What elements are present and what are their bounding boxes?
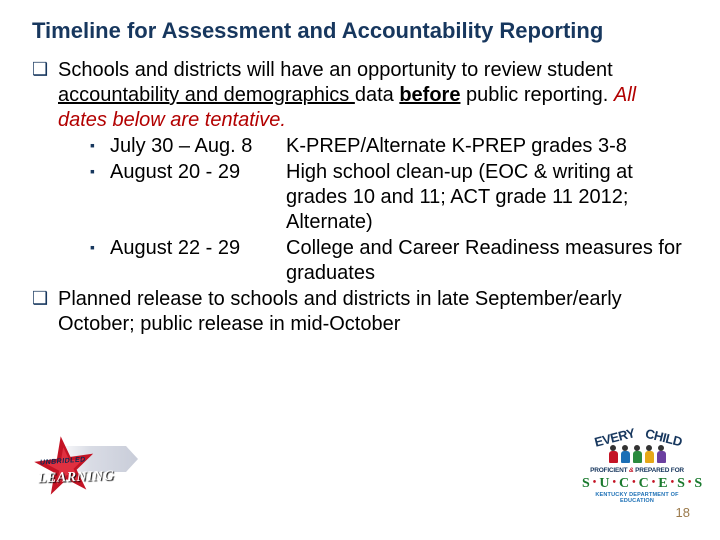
every-child-success-logo: EVERY CHILD PROFICIENT & PREPARED FOR S•… bbox=[582, 426, 692, 504]
sub-bullet-1: ▪ July 30 – Aug. 8 K-PREP/Alternate K-PR… bbox=[90, 134, 688, 159]
logo-tagline: PROFICIENT & PREPARED FOR bbox=[582, 467, 692, 474]
bullet-marker: ❑ bbox=[32, 287, 58, 337]
page-number: 18 bbox=[676, 505, 690, 520]
sub2-desc: High school clean-up (EOC & writing at g… bbox=[286, 160, 688, 235]
kid-icon bbox=[632, 445, 643, 465]
tagline-prepared: PREPARED FOR bbox=[635, 467, 684, 474]
b1-mid2: public reporting. bbox=[460, 84, 613, 106]
bullet-2: ❑ Planned release to schools and distric… bbox=[32, 287, 688, 337]
logo-arc: EVERY CHILD bbox=[582, 426, 692, 470]
logo-success: S•U•C•C•E•S•S bbox=[582, 476, 692, 492]
kid-icon bbox=[656, 445, 667, 465]
sub2-range: August 20 - 29 bbox=[110, 160, 286, 235]
sub-marker: ▪ bbox=[90, 160, 110, 235]
sub3-range: August 22 - 29 bbox=[110, 236, 286, 286]
sub-marker: ▪ bbox=[90, 134, 110, 159]
sub1-desc: K-PREP/Alternate K-PREP grades 3-8 bbox=[286, 134, 688, 159]
b1-mid1: data bbox=[355, 84, 399, 106]
bullet-2-text: Planned release to schools and districts… bbox=[58, 287, 688, 337]
slide-title: Timeline for Assessment and Accountabili… bbox=[32, 18, 688, 44]
tagline-proficient: PROFICIENT bbox=[590, 467, 627, 474]
kid-icon bbox=[644, 445, 655, 465]
unbridled-learning-logo: UNBRIDLED LEARNING bbox=[34, 432, 144, 506]
bullet-marker: ❑ bbox=[32, 58, 58, 133]
sub3-desc: College and Career Readiness measures fo… bbox=[286, 236, 688, 286]
logo-dept: KENTUCKY DEPARTMENT OF EDUCATION bbox=[582, 492, 692, 504]
bullet-1: ❑ Schools and districts will have an opp… bbox=[32, 58, 688, 133]
sub-marker: ▪ bbox=[90, 236, 110, 286]
kids-icon bbox=[582, 445, 692, 465]
kid-icon bbox=[620, 445, 631, 465]
slide-body: ❑ Schools and districts will have an opp… bbox=[32, 58, 688, 337]
b1-bu: before bbox=[399, 84, 460, 106]
kid-icon bbox=[608, 445, 619, 465]
sub-bullet-3: ▪ August 22 - 29 College and Career Read… bbox=[90, 236, 688, 286]
bullet-1-text: Schools and districts will have an oppor… bbox=[58, 58, 688, 133]
sub-bullet-list: ▪ July 30 – Aug. 8 K-PREP/Alternate K-PR… bbox=[32, 134, 688, 286]
sub-bullet-2: ▪ August 20 - 29 High school clean-up (E… bbox=[90, 160, 688, 235]
sub1-range: July 30 – Aug. 8 bbox=[110, 134, 286, 159]
tagline-amp: & bbox=[627, 467, 635, 474]
slide-container: Timeline for Assessment and Accountabili… bbox=[0, 0, 720, 540]
b1-pre: Schools and districts will have an oppor… bbox=[58, 59, 613, 81]
b1-ul1: accountability and demographics bbox=[58, 84, 355, 106]
logo-word-learning: LEARNING bbox=[38, 469, 115, 488]
